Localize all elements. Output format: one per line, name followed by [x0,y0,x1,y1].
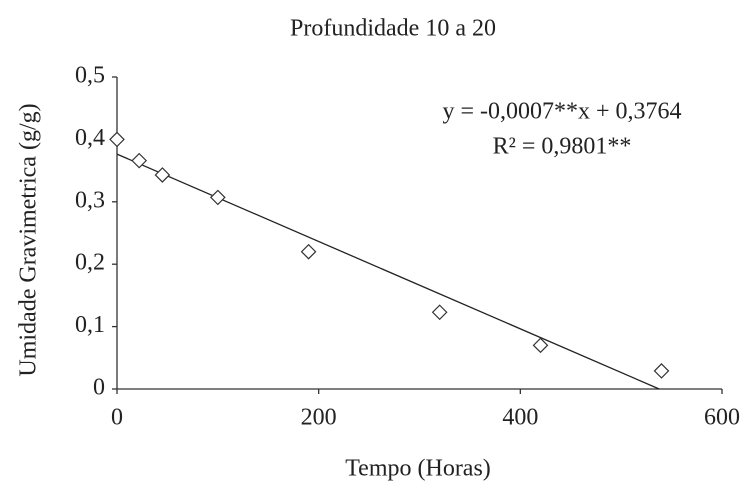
x-tick-label: 400 [502,405,538,431]
x-tick-label: 200 [301,405,337,431]
r-squared: R² = 0,9801** [493,134,632,160]
marker [653,363,670,379]
marker [532,337,549,354]
x-tick-label: 600 [704,405,740,431]
y-tick-label: 0,5 [75,63,105,89]
chart-title: Profundidade 10 a 20 [290,16,496,42]
y-tick-label: 0,4 [75,125,105,151]
y-tick-label: 0,2 [75,250,105,276]
marker [109,131,125,148]
y-tick-label: 0 [93,375,105,401]
y-tick-label: 0,3 [75,187,105,213]
marker [300,243,317,260]
x-axis-label: Tempo (Horas) [345,456,491,482]
trendline [116,153,660,390]
y-tick-label: 0,1 [75,312,105,338]
marker [431,304,448,321]
y-axis-label: Umidade Gravimetrica (g/g) [16,103,42,376]
marker [131,152,148,169]
x-tick-label: 0 [111,405,123,431]
marker [154,167,171,183]
marker [209,189,226,206]
equation: y = -0,0007**x + 0,3764 [442,99,681,125]
